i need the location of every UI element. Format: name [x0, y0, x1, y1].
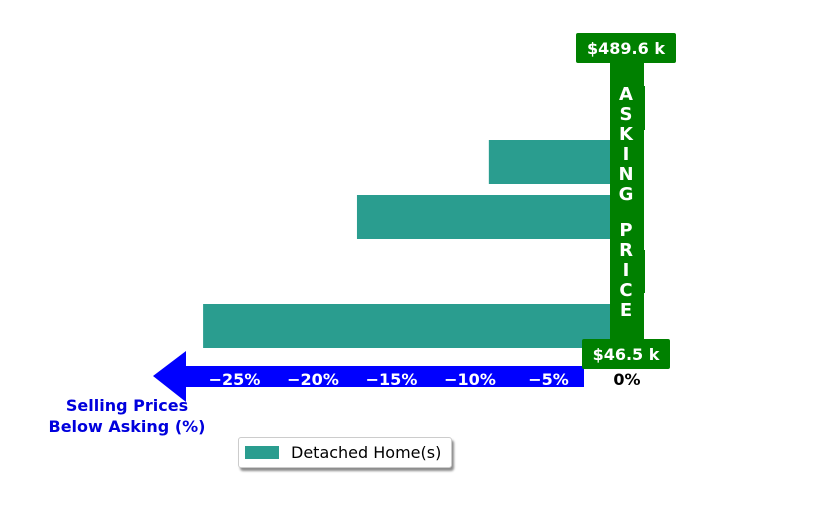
x-tick-label: 0% [613, 370, 640, 389]
x-tick-label: −25% [209, 370, 261, 389]
x-tick-label: −5% [528, 370, 569, 389]
x-tick-labels: −25% −20% −15% −10% −5% 0% [209, 370, 641, 389]
asking-price-notch [640, 86, 645, 130]
bar [488, 140, 627, 184]
asking-price-notch [640, 250, 645, 293]
price-badge [576, 33, 676, 63]
price-badges: $489.6 k $46.5 k [576, 33, 676, 369]
price-badge [582, 339, 670, 369]
asking-price-letter: I [623, 144, 630, 165]
bars [203, 140, 627, 348]
asking-price-band [610, 62, 645, 342]
bar [203, 304, 627, 348]
asking-price-letter: E [620, 300, 632, 321]
x-tick-label: −10% [444, 370, 496, 389]
axis-arrow [153, 351, 584, 402]
x-axis-title: Selling Prices Below Asking (%) [49, 396, 206, 436]
legend-label: Detached Home(s) [291, 443, 442, 462]
x-tick-label: −20% [287, 370, 339, 389]
asking-price-letter: I [623, 260, 630, 281]
x-axis-title-line: Selling Prices [66, 396, 188, 415]
asking-price-letter: R [619, 240, 633, 261]
asking-price-letter: K [619, 124, 634, 145]
asking-price-letter: P [619, 220, 632, 241]
price-badge-text: $489.6 k [587, 39, 665, 58]
bar [356, 195, 627, 239]
legend-swatch [245, 446, 279, 459]
asking-price-letter: G [619, 184, 634, 205]
price-badge-text: $46.5 k [593, 345, 660, 364]
asking-price-bar [610, 62, 644, 342]
x-tick-label: −15% [366, 370, 418, 389]
asking-price-letter: C [619, 280, 632, 301]
x-axis-title-line: Below Asking (%) [49, 417, 206, 436]
left-arrow-shape [153, 351, 584, 402]
asking-price-letter: A [619, 84, 633, 105]
legend: Detached Home(s) [238, 437, 452, 468]
asking-price-letter: S [620, 104, 633, 125]
asking-price-letter: N [618, 164, 633, 185]
